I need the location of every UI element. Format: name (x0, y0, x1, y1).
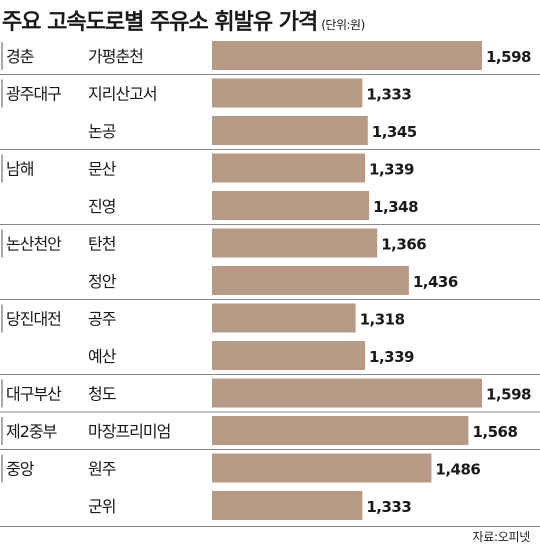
bar (212, 116, 368, 145)
value-label: 1,568 (472, 423, 517, 441)
station-label: 가평춘천 (88, 47, 143, 66)
bar (212, 153, 366, 183)
station-label: 공주 (88, 310, 116, 329)
highway-label: 광주대구 (6, 85, 61, 104)
highway-label: 중앙 (6, 460, 35, 479)
value-label: 1,436 (413, 273, 458, 291)
station-label: 논공 (88, 122, 116, 141)
bar (212, 453, 432, 483)
highway-label: 제2중부 (6, 422, 57, 441)
source-note: 자료:오피넷 (472, 530, 531, 544)
bar (212, 378, 482, 408)
value-label: 1,333 (366, 498, 411, 516)
station-label: 진영 (88, 197, 115, 216)
value-label: 1,339 (369, 161, 414, 179)
value-label: 1,339 (369, 348, 414, 366)
bar (212, 266, 409, 295)
highway-label: 논산천안 (6, 235, 62, 254)
bar (212, 303, 356, 333)
bar (212, 341, 366, 370)
value-label: 1,598 (486, 386, 531, 404)
value-label: 1,366 (381, 236, 426, 254)
bar (212, 491, 363, 520)
station-label: 예산 (88, 347, 117, 366)
station-label: 마장프리미엄 (88, 422, 170, 441)
station-label: 지리산고서 (88, 85, 157, 104)
station-label: 원주 (88, 460, 116, 479)
value-label: 1,348 (373, 198, 418, 216)
chart-title-row: 주요 고속도로별 주유소 휘발유 가격 (단위:원) (2, 4, 365, 35)
highway-label: 대구부산 (6, 385, 62, 404)
unit-label: (단위:원) (321, 18, 365, 32)
value-label: 1,318 (360, 311, 405, 329)
bar (212, 78, 363, 108)
station-label: 문산 (88, 160, 117, 179)
highway-label: 남해 (6, 160, 34, 179)
station-label: 정안 (88, 272, 117, 291)
bar (212, 228, 378, 258)
value-label: 1,333 (366, 86, 411, 104)
bar (212, 416, 469, 445)
highway-label: 경춘 (6, 47, 34, 66)
station-label: 군위 (88, 497, 115, 516)
station-label: 청도 (88, 385, 116, 404)
value-label: 1,486 (435, 461, 480, 479)
bar (212, 191, 370, 220)
bar (212, 41, 482, 70)
value-label: 1,345 (372, 123, 417, 141)
value-label: 1,598 (486, 48, 531, 66)
highway-label: 당진대전 (6, 310, 61, 329)
station-label: 탄천 (88, 235, 116, 254)
chart-title: 주요 고속도로별 주유소 휘발유 가격 (2, 10, 318, 35)
